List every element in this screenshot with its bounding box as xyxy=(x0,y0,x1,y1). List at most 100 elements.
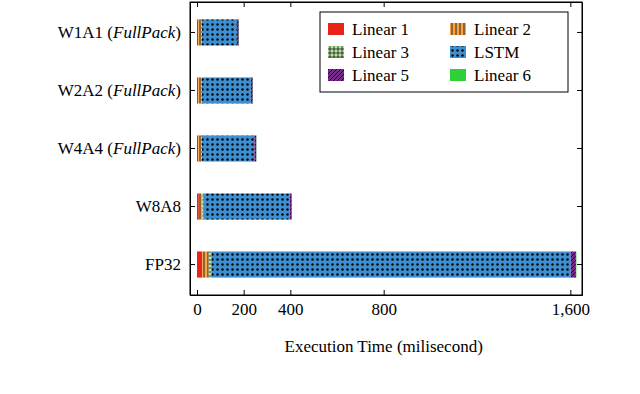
axis-line xyxy=(191,2,583,3)
tick-mark xyxy=(244,290,245,295)
tick xyxy=(577,32,582,33)
legend-entry: Linear 5 xyxy=(328,66,409,85)
tick-mark xyxy=(577,32,582,33)
tick-mark xyxy=(190,264,195,265)
tick: W1A1 (FullPack) xyxy=(58,23,195,42)
legend: Linear 1 Linear 2 Linear 3 LSTM Linear 5 Line… xyxy=(320,12,568,92)
tick-label: W8A8 xyxy=(136,197,181,216)
tick xyxy=(244,2,245,7)
legend-entry: Linear 6 xyxy=(450,66,531,85)
chart: 0 200 400 800 1,600 W1A1 (FullPack) W2A2 (Full… xyxy=(0,0,640,394)
legend-swatch xyxy=(450,46,466,58)
tick xyxy=(570,2,571,7)
bar-segment xyxy=(198,19,201,45)
bar-segment xyxy=(290,193,292,219)
tick-mark xyxy=(190,90,195,91)
tick-mark xyxy=(197,290,198,295)
x-axis: 0 200 400 800 1,600 xyxy=(191,290,590,319)
x-axis-title: Execution Time (milisecond) xyxy=(285,337,483,356)
tick-label: FP32 xyxy=(145,255,181,274)
bar-segment xyxy=(238,19,239,45)
legend-entry: Linear 3 xyxy=(328,43,409,62)
tick-label: W2A2 (FullPack) xyxy=(58,81,181,100)
tick-mark xyxy=(190,206,195,207)
tick: 800 xyxy=(371,290,397,319)
tick: W8A8 xyxy=(136,197,195,216)
tick-mark xyxy=(190,32,195,33)
legend-swatch xyxy=(328,69,344,81)
tick: W2A2 (FullPack) xyxy=(58,81,195,100)
tick-mark xyxy=(384,2,385,7)
tick-label: 1,600 xyxy=(552,300,590,319)
x-axis-top xyxy=(191,2,583,7)
legend-entry: Linear 1 xyxy=(328,20,409,39)
tick xyxy=(577,206,582,207)
bar-segment xyxy=(202,193,203,219)
bar-segment xyxy=(202,19,237,45)
tick xyxy=(384,2,385,7)
bar-segment xyxy=(197,251,202,277)
bar-segment xyxy=(254,135,256,161)
bar-segment xyxy=(202,135,255,161)
tick-mark xyxy=(197,2,198,7)
bar-segment xyxy=(251,77,253,103)
legend-label: Linear 6 xyxy=(474,66,531,85)
bar-segment xyxy=(204,193,290,219)
bar-segment xyxy=(571,251,576,277)
tick: FP32 xyxy=(145,255,195,274)
legend-entry: Linear 2 xyxy=(450,20,531,39)
tick-mark xyxy=(577,264,582,265)
legend-label: Linear 5 xyxy=(352,66,409,85)
tick-label: W4A4 (FullPack) xyxy=(58,139,181,158)
bar-segment xyxy=(197,19,198,45)
legend-label: Linear 1 xyxy=(352,20,409,39)
tick-mark xyxy=(577,206,582,207)
bar-segment xyxy=(575,251,576,277)
tick-label: 200 xyxy=(231,300,257,319)
legend-label: Linear 3 xyxy=(352,43,409,62)
bar-segment xyxy=(199,193,203,219)
bar-segment xyxy=(252,77,253,103)
tick: 200 xyxy=(231,290,257,319)
tick-mark xyxy=(290,290,291,295)
axis-line xyxy=(582,3,583,296)
tick-mark xyxy=(570,2,571,7)
bar-segment xyxy=(237,19,239,45)
tick: 0 xyxy=(193,290,202,319)
legend-swatch xyxy=(328,23,344,35)
tick-mark xyxy=(577,148,582,149)
bar-segment xyxy=(202,251,209,277)
bar-segment xyxy=(197,135,198,161)
tick xyxy=(577,148,582,149)
tick xyxy=(577,264,582,265)
bar-segment xyxy=(211,251,570,277)
tick-label: 0 xyxy=(193,300,202,319)
legend-entry: LSTM xyxy=(450,43,519,62)
bar-segment xyxy=(209,251,212,277)
tick-mark xyxy=(244,2,245,7)
tick: W4A4 (FullPack) xyxy=(58,139,195,158)
plot-frame xyxy=(190,2,582,295)
tick-label: 800 xyxy=(371,300,397,319)
plot: 0 200 400 800 1,600 W1A1 (FullPack) W2A2 (Full… xyxy=(58,2,590,356)
bar-segment xyxy=(256,135,257,161)
legend-label: Linear 2 xyxy=(474,20,531,39)
tick xyxy=(197,2,198,7)
tick-mark xyxy=(190,148,195,149)
tick-mark xyxy=(290,2,291,7)
tick xyxy=(577,90,582,91)
bar-segment xyxy=(197,193,199,219)
tick xyxy=(290,2,291,7)
y-axis-right xyxy=(577,3,583,296)
tick-mark xyxy=(577,90,582,91)
tick-mark xyxy=(384,290,385,295)
tick-label: 400 xyxy=(278,300,304,319)
tick-label: W1A1 (FullPack) xyxy=(58,23,181,42)
tick-mark xyxy=(570,290,571,295)
series xyxy=(202,19,571,277)
bar-segment xyxy=(197,77,198,103)
y-axis: W1A1 (FullPack) W2A2 (FullPack) W4A4 (Full… xyxy=(58,3,195,296)
tick: 1,600 xyxy=(552,290,590,319)
axis-line xyxy=(191,295,583,296)
bar-segment xyxy=(291,193,292,219)
